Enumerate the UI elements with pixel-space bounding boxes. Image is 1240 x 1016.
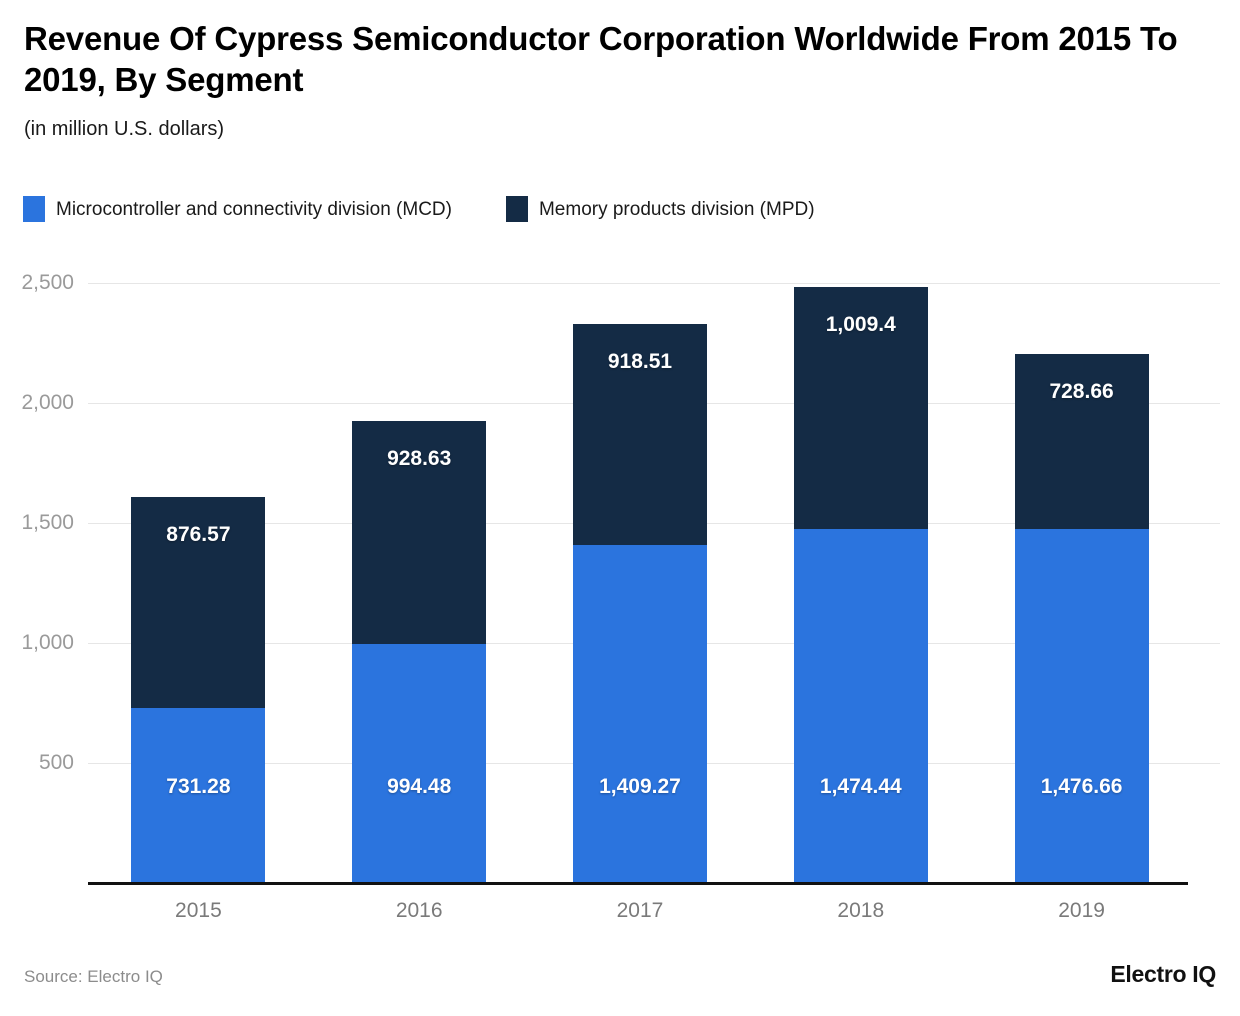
bar-slot: 928.63 994.48 2016 [309, 283, 530, 922]
source-note: Source: Electro IQ [24, 967, 163, 986]
legend-swatch-mcd [23, 196, 45, 222]
y-axis-tick-label: 1,500 [21, 511, 74, 534]
x-axis-line [88, 882, 1188, 885]
x-axis-tick-label: 2018 [837, 899, 885, 922]
x-axis-tick-label: 2019 [1058, 899, 1105, 922]
stacked-bar[interactable]: 928.63 994.48 [352, 421, 487, 883]
bar-value-label: 1,009.4 [825, 312, 896, 336]
bar-slot: 728.66 1,476.66 2019 [971, 283, 1192, 922]
bar-value-label: 994.48 [387, 775, 452, 798]
chart-legend: Microcontroller and connectivity divisio… [23, 196, 815, 222]
stacked-bar[interactable]: 1,009.4 1,474.44 [793, 286, 928, 883]
legend-item-mpd[interactable]: Memory products division (MPD) [505, 196, 815, 222]
stacked-bar[interactable]: 918.51 1,409.27 [572, 324, 707, 883]
brand-logo: Electro IQ [1110, 961, 1216, 987]
stacked-bar[interactable]: 876.57 731.28 [131, 497, 266, 883]
bar-segment-mpd[interactable]: 876.57 [131, 497, 266, 708]
bar-value-label: 928.63 [387, 447, 452, 471]
bar-segment-mcd[interactable]: 1,409.27 [572, 544, 707, 883]
page-title: Revenue Of Cypress Semiconductor Corpora… [24, 20, 1178, 99]
bar-segment-mpd[interactable]: 928.63 [352, 421, 487, 645]
bar-segment-mcd[interactable]: 1,474.44 [793, 529, 928, 883]
bar-segment-mpd[interactable]: 1,009.4 [793, 286, 928, 530]
bar-value-label: 728.66 [1049, 379, 1114, 403]
chart-subtitle: (in million U.S. dollars) [24, 117, 225, 140]
bar-value-label: 876.57 [166, 523, 231, 547]
bar-value-label: 731.28 [166, 775, 231, 798]
y-axis-tick-label: 500 [38, 751, 74, 774]
gridline [88, 283, 1220, 284]
bar-slot: 918.51 1,409.27 2017 [530, 283, 751, 922]
bar-segment-mcd[interactable]: 994.48 [352, 644, 487, 883]
legend-label-mpd: Memory products division (MPD) [538, 198, 815, 220]
y-axis-tick-label: 2,000 [21, 391, 74, 414]
y-axis-tick-label: 1,000 [21, 631, 74, 654]
x-axis-tick-label: 2015 [175, 899, 222, 922]
stacked-bar[interactable]: 728.66 1,476.66 [1014, 353, 1149, 883]
chart-header: Revenue Of Cypress Semiconductor Corpora… [24, 18, 1216, 141]
bar-value-label: 1,474.44 [819, 775, 902, 798]
legend-swatch-mpd [505, 196, 528, 222]
bar-value-label: 1,409.27 [599, 775, 681, 798]
bar-segment-mcd[interactable]: 731.28 [131, 707, 266, 883]
y-axis-tick-label: 2,500 [21, 271, 74, 294]
bar-segment-mpd[interactable]: 728.66 [1014, 353, 1149, 529]
x-axis-tick-label: 2017 [616, 899, 664, 922]
bar-value-label: 918.51 [607, 350, 673, 374]
legend-item-mcd[interactable]: Microcontroller and connectivity divisio… [23, 196, 452, 222]
legend-label-mcd: Microcontroller and connectivity divisio… [56, 198, 452, 220]
bar-value-label: 1,476.66 [1040, 775, 1123, 798]
plot-area: 500 1,000 1,500 2,000 2,500 876.57 731.28 2015… [21, 271, 1220, 922]
bar-segment-mcd[interactable]: 1,476.66 [1014, 528, 1149, 883]
bar-segment-mpd[interactable]: 918.51 [572, 324, 707, 545]
bar-group: 876.57 731.28 2015 928.63 994.48 2016 918.51 1,… [88, 283, 1192, 922]
bar-slot: 1,009.4 1,474.44 2018 [750, 283, 971, 922]
x-axis-tick-label: 2016 [395, 899, 443, 922]
bar-slot: 876.57 731.28 2015 [88, 283, 309, 922]
